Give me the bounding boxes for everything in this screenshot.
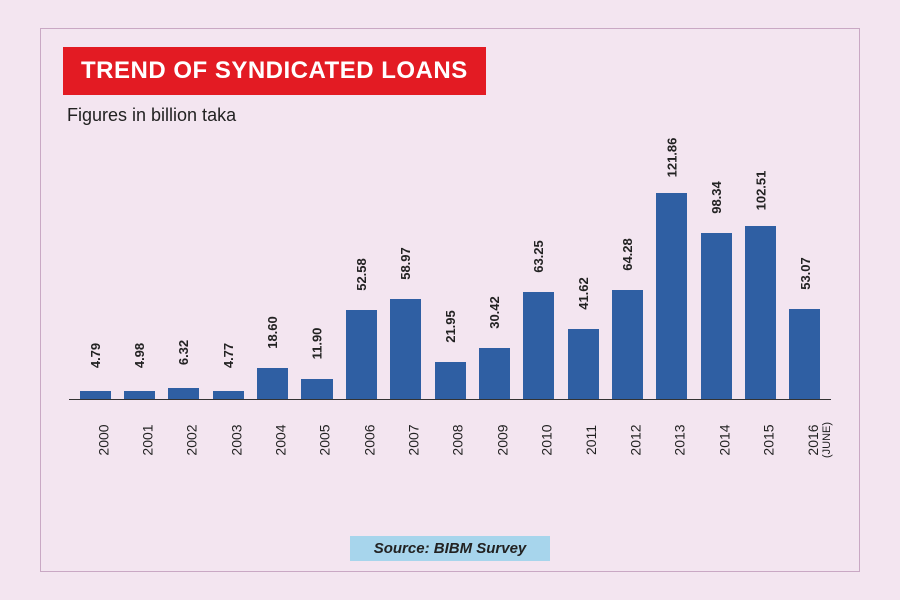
- bar-value-label: 6.32: [176, 340, 191, 365]
- x-label-slot: 2008: [428, 400, 472, 468]
- bar: [523, 292, 554, 399]
- x-label-slot: 2012: [605, 400, 649, 468]
- source-label: Source: BIBM Survey: [350, 536, 551, 561]
- bar-value-label: 11.90: [309, 327, 324, 359]
- bar-value-label: 102.51: [753, 170, 768, 210]
- bar-value-label: 30.42: [487, 296, 502, 329]
- bar-slot: 53.07: [783, 140, 827, 399]
- x-label: 2009: [494, 424, 522, 455]
- bar: [656, 193, 687, 399]
- bar: [124, 391, 155, 399]
- bar: [346, 310, 377, 399]
- bar-slot: 6.32: [162, 140, 206, 399]
- x-label-slot: 2000: [73, 400, 117, 468]
- bar: [568, 329, 599, 399]
- x-label-slot: 2007: [384, 400, 428, 468]
- x-label-slot: 2002: [162, 400, 206, 468]
- bar: [745, 226, 776, 399]
- x-label: 2004: [273, 424, 301, 455]
- x-label-slot: 2014: [694, 400, 738, 468]
- bar-slot: 64.28: [605, 140, 649, 399]
- bar-slot: 121.86: [650, 140, 694, 399]
- x-label: 2002: [184, 424, 212, 455]
- bar: [390, 299, 421, 399]
- source-row: Source: BIBM Survey: [63, 536, 837, 561]
- x-label: 2012: [627, 424, 655, 455]
- bar-value-label: 58.97: [398, 247, 413, 280]
- bar: [168, 388, 199, 399]
- bar-slot: 58.97: [384, 140, 428, 399]
- bar-value-label: 64.28: [620, 238, 635, 271]
- bar-value-label: 4.77: [221, 343, 236, 368]
- bar: [257, 368, 288, 399]
- bar-slot: 41.62: [561, 140, 605, 399]
- bar-value-label: 4.79: [88, 343, 103, 368]
- bar-value-label: 18.60: [265, 316, 280, 349]
- bar-value-label: 53.07: [797, 257, 812, 290]
- x-label: 2000: [95, 424, 123, 455]
- x-label-slot: 2006: [339, 400, 383, 468]
- bar-value-label: 41.62: [576, 277, 591, 310]
- x-label-slot: 2016(JUNE): [783, 400, 827, 468]
- x-label: 2008: [450, 424, 478, 455]
- x-label-slot: 2005: [295, 400, 339, 468]
- x-label-slot: 2011: [561, 400, 605, 468]
- bar-slot: 30.42: [472, 140, 516, 399]
- bar-value-label: 98.34: [709, 181, 724, 214]
- bar-slot: 63.25: [517, 140, 561, 399]
- x-label: 2015: [761, 424, 789, 455]
- bar: [213, 391, 244, 399]
- bar-slot: 4.77: [206, 140, 250, 399]
- x-label: 2013: [672, 424, 700, 455]
- x-label-slot: 2003: [206, 400, 250, 468]
- x-label-slot: 2001: [117, 400, 161, 468]
- bar-value-label: 52.58: [354, 258, 369, 291]
- x-label: 2001: [140, 424, 168, 455]
- plot-area: 4.79 4.98 6.32 4.77 18.60 11.90 52.58 58.97 21.9…: [69, 140, 831, 400]
- bar: [479, 348, 510, 399]
- x-axis-labels: 2000200120022003200420052006200720082009…: [69, 400, 831, 468]
- x-label: 2010: [539, 424, 567, 455]
- x-label: 2011: [583, 425, 611, 455]
- x-label-slot: 2015: [738, 400, 782, 468]
- bar-slot: 52.58: [339, 140, 383, 399]
- bar-value-label: 4.98: [132, 342, 147, 367]
- x-label: 2006: [361, 424, 389, 455]
- chart-title: TREND OF SYNDICATED LOANS: [63, 47, 486, 95]
- x-label: 2014: [716, 424, 744, 455]
- x-label-sub: (JUNE): [821, 422, 833, 458]
- bar-slot: 4.79: [73, 140, 117, 399]
- x-label: 2007: [406, 424, 434, 455]
- x-label-slot: 2010: [517, 400, 561, 468]
- bar: [701, 233, 732, 399]
- bar: [612, 290, 643, 399]
- bar: [80, 391, 111, 399]
- bars-container: 4.79 4.98 6.32 4.77 18.60 11.90 52.58 58.97 21.9…: [69, 140, 831, 399]
- x-label: 2005: [317, 424, 345, 455]
- bar: [301, 379, 332, 399]
- x-label: 2016(JUNE): [805, 422, 833, 458]
- bar-value-label: 121.86: [664, 137, 679, 177]
- x-label: 2003: [228, 424, 256, 455]
- bar-value-label: 63.25: [531, 240, 546, 273]
- bar-value-label: 21.95: [443, 310, 458, 343]
- x-label-slot: 2004: [250, 400, 294, 468]
- bar-slot: 11.90: [295, 140, 339, 399]
- bar-slot: 4.98: [117, 140, 161, 399]
- bar-slot: 102.51: [738, 140, 782, 399]
- bar-slot: 18.60: [250, 140, 294, 399]
- bar-slot: 98.34: [694, 140, 738, 399]
- bar-slot: 21.95: [428, 140, 472, 399]
- x-label-slot: 2013: [650, 400, 694, 468]
- bar: [435, 362, 466, 399]
- chart-subtitle: Figures in billion taka: [67, 105, 837, 126]
- x-label-slot: 2009: [472, 400, 516, 468]
- bar: [789, 309, 820, 399]
- chart-card: TREND OF SYNDICATED LOANS Figures in bil…: [40, 28, 860, 572]
